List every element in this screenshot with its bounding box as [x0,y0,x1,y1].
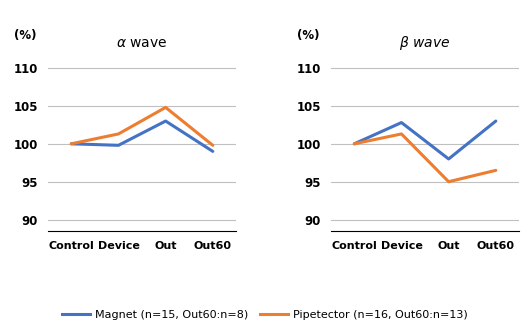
Text: (%): (%) [14,29,36,42]
Title: $\beta$ wave: $\beta$ wave [400,34,450,52]
Legend: Magnet (n=15, Out60:n=8), Pipetector (n=16, Out60:n=13): Magnet (n=15, Out60:n=8), Pipetector (n=… [58,306,472,324]
Title: $\alpha$ wave: $\alpha$ wave [116,36,168,50]
Text: (%): (%) [297,29,319,42]
